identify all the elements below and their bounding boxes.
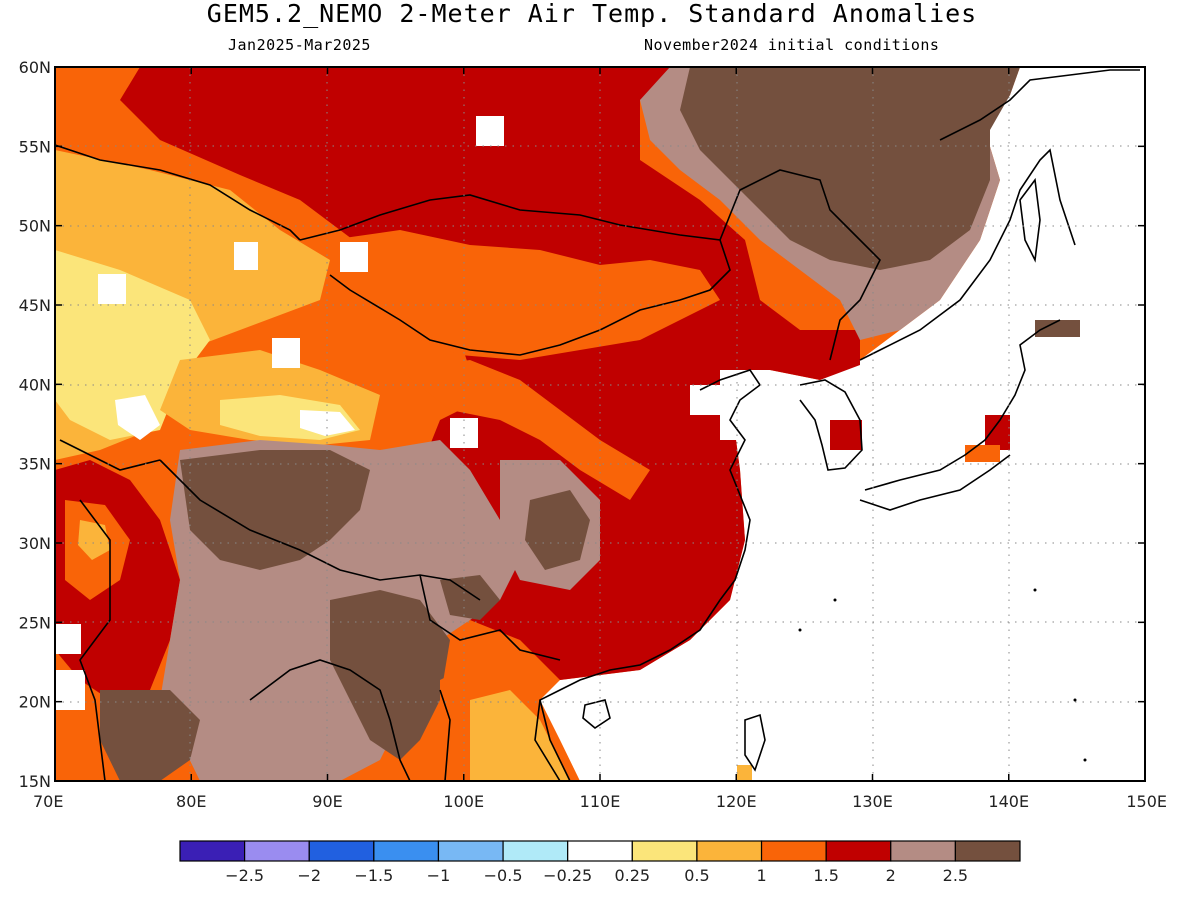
colorbar-swatch [696, 840, 763, 862]
island-sakhalin [1019, 177, 1041, 263]
colorbar-label: 2.5 [943, 866, 968, 885]
colorbar-label: −1 [427, 866, 451, 885]
coastline-east-china [534, 369, 762, 781]
colorbar-label: −1.5 [354, 866, 393, 885]
colorbar-swatch [308, 840, 375, 862]
missing-data-cells [55, 116, 770, 710]
coastline-burma [439, 689, 451, 781]
colorbar-swatch [567, 840, 633, 862]
colorbar-swatch [437, 840, 504, 862]
lon-tick-label: 130E [852, 792, 893, 811]
island-specks [798, 588, 1087, 762]
lat-tick-label: 20N [19, 693, 51, 712]
coastline-indochina [539, 699, 571, 781]
island-hainan [582, 699, 611, 729]
colorbar-label: 2 [886, 866, 896, 885]
lat-tick-label: 40N [19, 375, 51, 394]
colorbar-swatch [179, 840, 246, 862]
border-south-asia-1 [59, 439, 161, 471]
coastline-korea [799, 379, 863, 471]
colorbar-label: −2.5 [225, 866, 264, 885]
longitude-labels: 70E 80E 90E 100E 110E 120E 130E 140E 150E [33, 792, 1167, 811]
anomaly-region-orange-northchina [400, 360, 650, 500]
anomaly-region-darkbrown-deccan [100, 690, 200, 781]
lat-tick-label: 30N [19, 534, 51, 553]
lat-tick-label: 15N [19, 772, 51, 791]
colorbar-swatch [502, 840, 569, 862]
border-china-russia-northeast [719, 169, 881, 361]
colorbar-swatch [244, 840, 310, 862]
coastlines-and-borders [55, 69, 1140, 781]
colorbar-swatch [631, 840, 698, 862]
lon-tick-label: 80E [176, 792, 206, 811]
colorbar-swatch [890, 840, 956, 862]
lon-tick-label: 140E [988, 792, 1029, 811]
island-taiwan [744, 713, 766, 772]
anomaly-region-darkbrown-india [330, 590, 450, 760]
coastline-russia-far-east [859, 148, 1076, 361]
anomaly-region-darkred-japan [985, 415, 1010, 450]
colorbar-swatch [954, 840, 1021, 862]
anomaly-region-darkbrown-sichuan [525, 490, 590, 570]
border-mongolia [299, 194, 731, 356]
colorbar: −2.5 −2 −1.5 −1 −0.5 −0.25 0.25 0.5 1 1.5 2 2.5 [179, 840, 1021, 885]
border-himalaya [159, 459, 481, 601]
anomaly-region-darkbrown-kuril [1035, 320, 1080, 337]
anomaly-region-white-tarim [300, 410, 355, 436]
colorbar-swatch [760, 840, 827, 862]
lat-tick-label: 45N [19, 296, 51, 315]
anomaly-region-yellow-taiwan [737, 765, 752, 781]
tick-marks [54, 66, 1146, 782]
colorbar-label: 0.25 [614, 866, 650, 885]
lat-tick-label: 35N [19, 455, 51, 474]
coastline-india [249, 659, 411, 781]
latitude-labels: 15N 20N 25N 30N 35N 40N 45N 50N 55N 60N [19, 58, 51, 791]
lat-tick-label: 60N [19, 58, 51, 77]
lon-tick-label: 70E [33, 792, 63, 811]
colorbar-label: 1.5 [813, 866, 838, 885]
colorbar-label: −0.5 [484, 866, 523, 885]
graticule [55, 67, 1145, 781]
forecast-period: Jan2025-Mar2025 [228, 36, 371, 54]
lon-tick-label: 110E [580, 792, 621, 811]
anomaly-region-yellow-indochina [470, 690, 570, 781]
initial-conditions: November2024 initial conditions [644, 36, 940, 54]
border-china-south [419, 574, 561, 661]
border-south-asia-2 [79, 499, 111, 781]
colorbar-swatch [825, 840, 892, 862]
colorbar-label: 1 [756, 866, 766, 885]
lon-tick-label: 150E [1126, 792, 1167, 811]
lon-tick-label: 100E [443, 792, 484, 811]
anomaly-region-darkred-korea [830, 420, 862, 450]
lat-tick-label: 25N [19, 613, 51, 632]
border-kazakhstan [55, 144, 301, 241]
anomaly-region-white-kazakh [115, 395, 160, 440]
lon-tick-label: 120E [716, 792, 757, 811]
anomaly-region-orange-mongolia [330, 230, 720, 360]
anomaly-region-darkbrown-northeast [680, 67, 1020, 270]
anomaly-region-orange-japan [965, 445, 1000, 462]
lon-tick-label: 90E [312, 792, 342, 811]
colorbar-label: 0.5 [684, 866, 709, 885]
anomaly-region-darkbrown-yunnan [440, 575, 500, 620]
colorbar-swatch [373, 840, 440, 862]
anomaly-field [55, 67, 1145, 781]
coastline-japan-south [859, 454, 1011, 511]
lat-tick-label: 50N [19, 217, 51, 236]
colorbar-label: −0.25 [543, 866, 592, 885]
coastline-japan-honshu [864, 319, 1061, 491]
anomaly-region-darkbrown-tibet [180, 450, 370, 570]
coastline-okhotsk [939, 69, 1140, 141]
lat-tick-label: 55N [19, 137, 51, 156]
colorbar-label: −2 [297, 866, 321, 885]
map-title: GEM5.2_NEMO 2-Meter Air Temp. Standard A… [206, 0, 978, 28]
